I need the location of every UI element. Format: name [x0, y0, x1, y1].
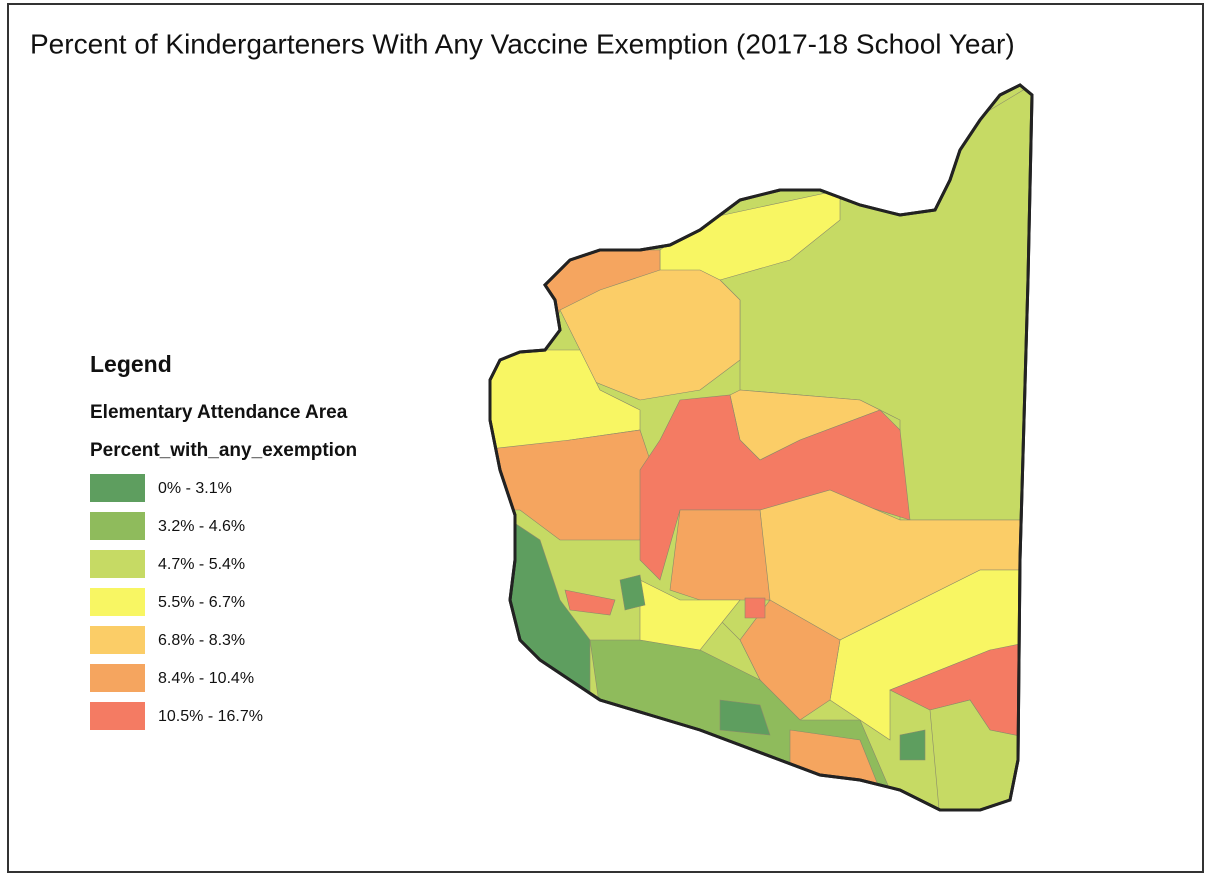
legend-swatch: [90, 626, 145, 654]
county-outline: [488, 83, 1034, 812]
legend-field: Percent_with_any_exemption: [90, 440, 357, 461]
legend-label: 8.4% - 10.4%: [158, 670, 254, 687]
legend-swatch: [90, 512, 145, 540]
legend-swatch: [90, 664, 145, 692]
legend-label: 5.5% - 6.7%: [158, 594, 245, 611]
legend-heading: Legend: [90, 351, 172, 377]
legend: Legend Elementary Attendance Area Percen…: [90, 351, 357, 730]
legend-label: 3.2% - 4.6%: [158, 518, 245, 535]
legend-label: 6.8% - 8.3%: [158, 632, 245, 649]
legend-layer: Elementary Attendance Area: [90, 402, 348, 423]
legend-swatch: [90, 588, 145, 616]
legend-label: 10.5% - 16.7%: [158, 708, 263, 725]
map-title: Percent of Kindergarteners With Any Vacc…: [30, 28, 1015, 59]
legend-swatch: [90, 550, 145, 578]
legend-swatch: [90, 474, 145, 502]
legend-label: 4.7% - 5.4%: [158, 556, 245, 573]
legend-label: 0% - 3.1%: [158, 480, 232, 497]
legend-swatch: [90, 702, 145, 730]
